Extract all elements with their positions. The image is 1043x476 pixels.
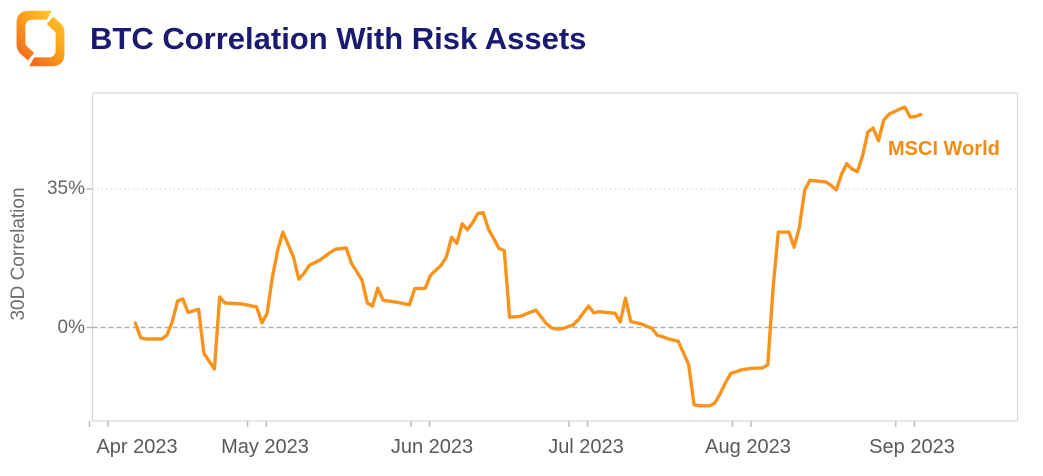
x-tick-label-jun-2023: Jun 2023 — [390, 436, 474, 458]
legend-msci-world: MSCI World — [888, 138, 1000, 160]
y-tick-label-35: 35% — [46, 178, 85, 199]
y-tick-label-0: 0% — [57, 316, 85, 338]
x-tick-label-sep-2023: Sep 2023 — [869, 436, 955, 458]
plot-border — [91, 92, 1019, 422]
page-title: BTC Correlation With Risk Assets — [90, 21, 587, 56]
page-header: BTC Correlation With Risk Assets — [0, 0, 1043, 80]
brand-hexagon-icon — [16, 10, 65, 67]
x-tick-label-aug-2023: Aug 2023 — [705, 436, 791, 458]
x-tick-label-may-2023: May 2023 — [221, 436, 309, 458]
msci-world-series-line — [133, 105, 923, 408]
x-tick-label-jul-2023: Jul 2023 — [548, 436, 624, 458]
y-axis-title: 30D Correlation — [8, 187, 29, 321]
x-tick-label-apr-2023: Apr 2023 — [96, 436, 178, 458]
